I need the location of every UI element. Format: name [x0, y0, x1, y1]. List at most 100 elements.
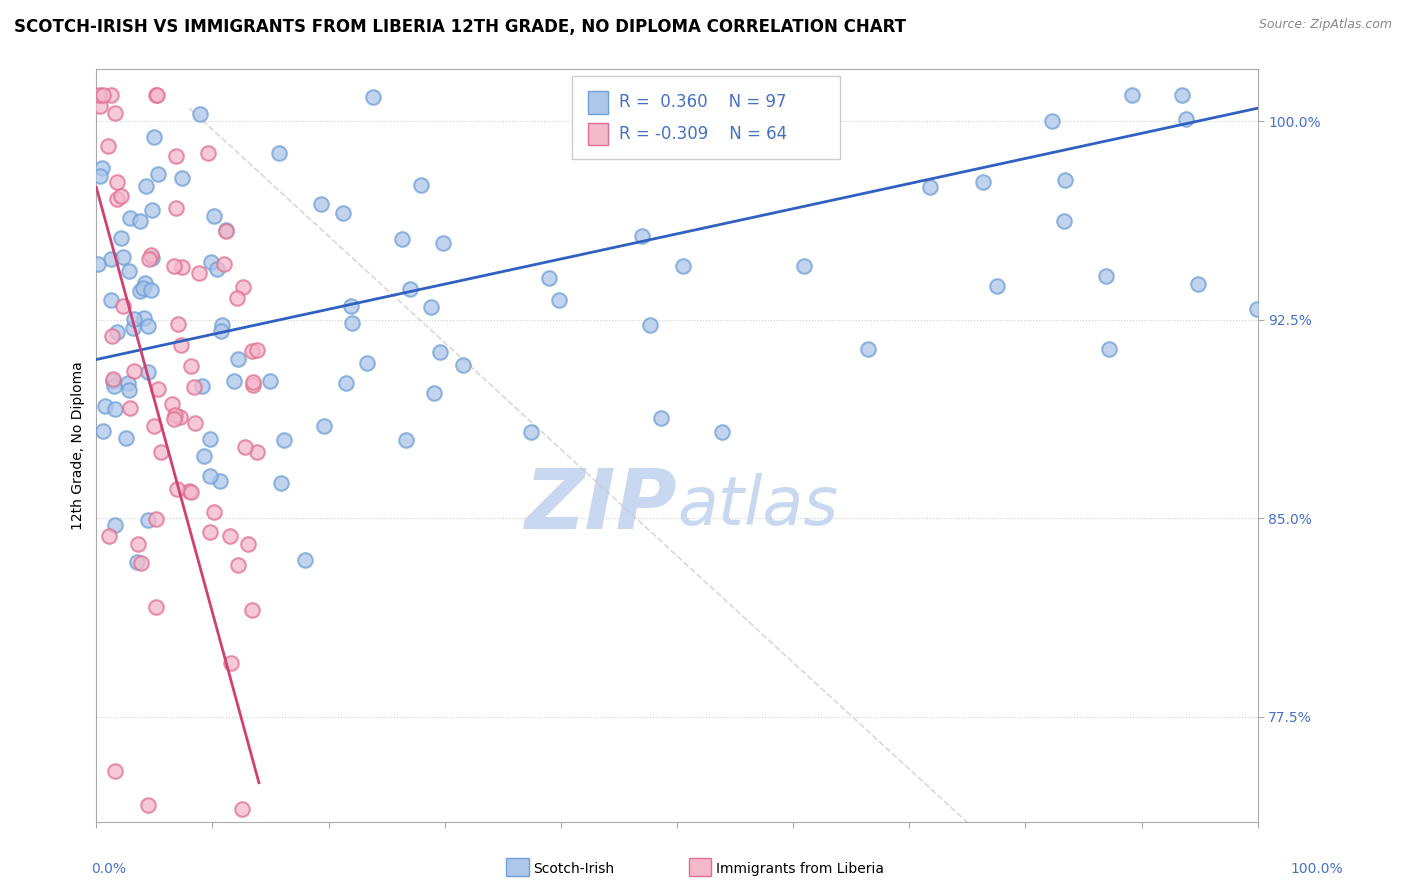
Point: [1098, 343, 1121, 357]
Point: [136, 513, 159, 527]
Point: [165, 148, 187, 162]
Point: [129, 214, 152, 228]
Point: [122, 312, 145, 326]
Point: [101, 374, 124, 388]
Point: [184, 417, 207, 431]
Point: [129, 284, 152, 298]
Point: [94, 399, 117, 413]
Point: [409, 178, 432, 193]
Point: [537, 271, 560, 285]
Point: [309, 196, 332, 211]
Point: [118, 264, 141, 278]
Point: [104, 518, 127, 533]
Point: [205, 261, 228, 276]
Point: [212, 257, 235, 271]
Point: [105, 175, 128, 189]
Point: [242, 343, 264, 358]
Point: [432, 235, 454, 250]
Point: [218, 529, 240, 543]
Point: [134, 276, 156, 290]
Point: [391, 232, 413, 246]
Point: [143, 419, 166, 434]
Point: [134, 311, 156, 326]
Point: [219, 657, 242, 671]
Point: [672, 259, 695, 273]
Point: [340, 299, 363, 313]
Point: [1171, 87, 1194, 102]
Point: [104, 764, 127, 779]
Point: [856, 342, 879, 356]
Point: [91, 161, 114, 176]
Point: [395, 433, 418, 447]
Point: [101, 328, 124, 343]
Point: [89, 169, 111, 183]
Point: [246, 343, 269, 357]
Point: [675, 87, 697, 102]
Text: 100.0%: 100.0%: [1291, 862, 1343, 876]
Bar: [588, 91, 609, 114]
Text: R = -0.309    N = 64: R = -0.309 N = 64: [619, 125, 787, 143]
Point: [332, 206, 354, 220]
Point: [104, 105, 127, 120]
Point: [630, 228, 652, 243]
Point: [202, 209, 225, 223]
Point: [165, 201, 187, 215]
Point: [138, 252, 160, 266]
Point: [170, 338, 193, 352]
Point: [209, 324, 232, 338]
Text: Immigrants from Liberia: Immigrants from Liberia: [716, 862, 883, 876]
Point: [214, 223, 236, 237]
Point: [453, 358, 475, 372]
Point: [110, 189, 132, 203]
Point: [100, 293, 122, 308]
Point: [104, 402, 127, 417]
Point: [146, 87, 169, 102]
Point: [361, 90, 384, 104]
Text: atlas: atlas: [678, 473, 838, 539]
Point: [242, 376, 264, 390]
Point: [520, 425, 543, 439]
Point: [91, 424, 114, 438]
Bar: [588, 123, 609, 145]
Point: [136, 365, 159, 379]
Point: [118, 383, 141, 397]
FancyBboxPatch shape: [572, 76, 839, 159]
Point: [141, 202, 163, 217]
Point: [198, 469, 221, 483]
Point: [124, 364, 146, 378]
Point: [231, 802, 253, 816]
Point: [87, 257, 110, 271]
Point: [245, 445, 267, 459]
Point: [1174, 112, 1197, 126]
Point: [135, 179, 157, 194]
Point: [200, 432, 222, 446]
Point: [121, 321, 143, 335]
Text: Source: ZipAtlas.com: Source: ZipAtlas.com: [1258, 18, 1392, 31]
Point: [89, 99, 111, 113]
Point: [138, 318, 160, 333]
Point: [548, 293, 571, 307]
Point: [160, 397, 183, 411]
Point: [103, 379, 125, 393]
Point: [163, 260, 186, 274]
Point: [139, 283, 162, 297]
Point: [87, 87, 110, 102]
Point: [208, 475, 231, 489]
Point: [270, 476, 292, 491]
Point: [273, 433, 295, 447]
Point: [129, 556, 152, 570]
Point: [120, 211, 142, 226]
Point: [180, 359, 202, 374]
Point: [918, 180, 941, 194]
Point: [711, 425, 734, 439]
Point: [202, 504, 225, 518]
Point: [118, 401, 141, 415]
Point: [180, 484, 202, 499]
Text: Scotch-Irish: Scotch-Irish: [533, 862, 614, 876]
Text: SCOTCH-IRISH VS IMMIGRANTS FROM LIBERIA 12TH GRADE, NO DIPLOMA CORRELATION CHART: SCOTCH-IRISH VS IMMIGRANTS FROM LIBERIA …: [14, 18, 905, 36]
Point: [356, 356, 378, 370]
Point: [149, 444, 172, 458]
Point: [177, 484, 200, 499]
Point: [240, 603, 263, 617]
Point: [650, 410, 672, 425]
